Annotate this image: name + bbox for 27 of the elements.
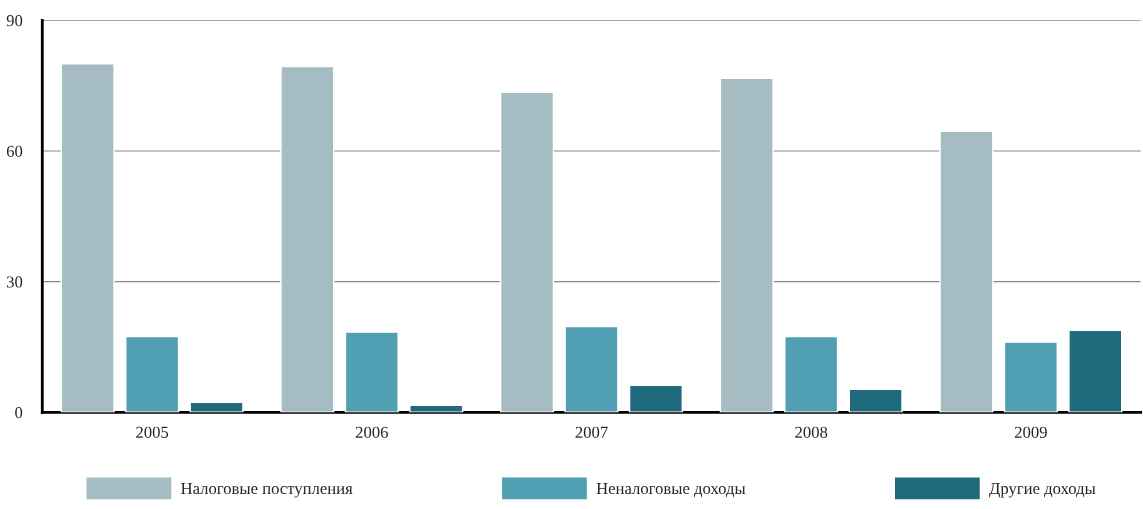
- x-tick-label: 2006: [355, 426, 388, 438]
- bar: [60, 63, 115, 413]
- bar: [1068, 329, 1123, 413]
- bar: [189, 401, 244, 413]
- legend-label: Неналоговые доходы: [596, 482, 746, 498]
- x-tick-label: 2005: [136, 426, 169, 438]
- legend-label: Другие доходы: [989, 482, 1096, 498]
- bar: [848, 388, 903, 413]
- y-tick-label: 0: [15, 406, 23, 419]
- y-tick-label: 90: [6, 15, 23, 27]
- y-tick-label: 30: [6, 276, 23, 288]
- x-tick-label: 2008: [795, 426, 828, 438]
- bar: [1003, 341, 1058, 413]
- bar: [125, 335, 180, 413]
- bar: [500, 91, 555, 413]
- bar: [409, 404, 464, 413]
- bar: [939, 130, 994, 413]
- bar: [344, 331, 399, 413]
- x-tick-label: 2009: [1014, 426, 1047, 438]
- bar: [719, 77, 774, 413]
- x-tick-label: 2007: [575, 426, 608, 438]
- bar: [784, 335, 839, 413]
- bar: [628, 384, 684, 413]
- bar: [564, 325, 619, 413]
- bar: [280, 65, 335, 413]
- legend-label: Налоговые поступления: [181, 482, 353, 498]
- y-tick-label: 60: [6, 145, 23, 157]
